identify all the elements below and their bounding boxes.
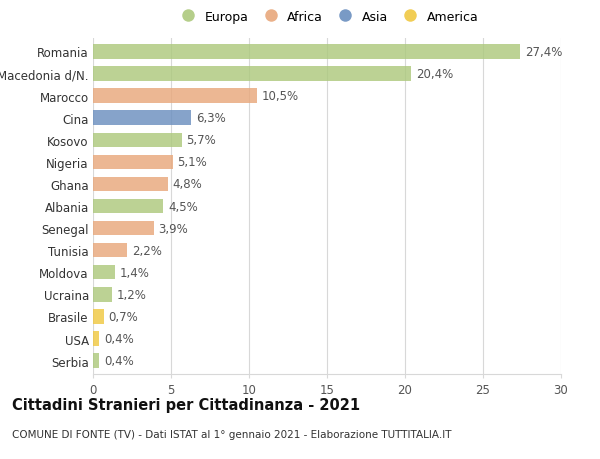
Bar [93, 332, 99, 346]
Text: 20,4%: 20,4% [416, 68, 453, 81]
Text: 3,9%: 3,9% [158, 222, 188, 235]
Bar [93, 265, 115, 280]
Bar [93, 199, 163, 214]
Text: 4,8%: 4,8% [173, 178, 202, 191]
Text: 5,7%: 5,7% [187, 134, 217, 147]
Bar [93, 67, 411, 81]
Text: 0,4%: 0,4% [104, 332, 134, 345]
Text: 1,2%: 1,2% [116, 288, 146, 301]
Bar [93, 45, 520, 59]
Text: 4,5%: 4,5% [168, 200, 197, 213]
Bar [93, 133, 182, 148]
Text: 0,7%: 0,7% [109, 310, 139, 323]
Text: 0,4%: 0,4% [104, 354, 134, 367]
Text: 1,4%: 1,4% [119, 266, 149, 279]
Bar [93, 89, 257, 103]
Text: 6,3%: 6,3% [196, 112, 226, 125]
Bar [93, 310, 104, 324]
Text: COMUNE DI FONTE (TV) - Dati ISTAT al 1° gennaio 2021 - Elaborazione TUTTITALIA.I: COMUNE DI FONTE (TV) - Dati ISTAT al 1° … [12, 429, 452, 439]
Legend: Europa, Africa, Asia, America: Europa, Africa, Asia, America [173, 8, 481, 26]
Bar [93, 177, 168, 192]
Text: 2,2%: 2,2% [132, 244, 162, 257]
Text: 10,5%: 10,5% [262, 90, 299, 103]
Bar [93, 221, 154, 236]
Bar [93, 111, 191, 126]
Text: 5,1%: 5,1% [177, 156, 207, 169]
Text: Cittadini Stranieri per Cittadinanza - 2021: Cittadini Stranieri per Cittadinanza - 2… [12, 397, 360, 412]
Bar [93, 287, 112, 302]
Bar [93, 155, 173, 170]
Bar [93, 243, 127, 258]
Bar [93, 354, 99, 368]
Text: 27,4%: 27,4% [525, 46, 562, 59]
